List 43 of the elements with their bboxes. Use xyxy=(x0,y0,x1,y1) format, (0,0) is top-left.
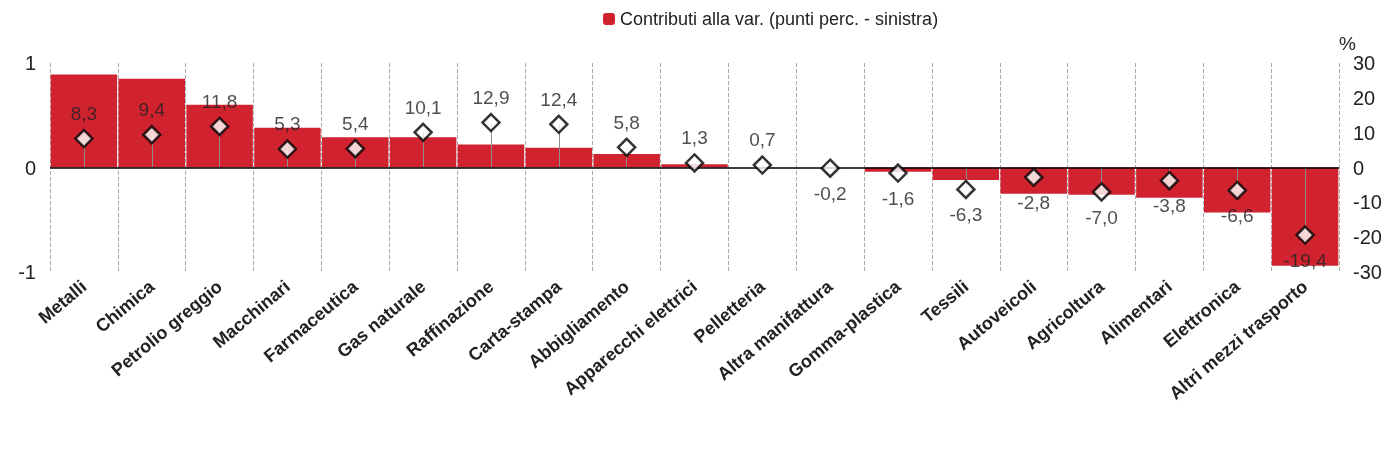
point xyxy=(684,153,705,173)
y2-tick-label: 10 xyxy=(1353,121,1376,144)
point xyxy=(1091,182,1112,202)
point xyxy=(956,179,976,200)
point xyxy=(74,128,94,149)
y2-tick-label: -30 xyxy=(1353,261,1382,283)
legend-label: Contributi alla var. (punti perc. - sinistra) xyxy=(620,9,939,29)
data-label: 12,9 xyxy=(472,86,510,108)
point xyxy=(616,137,637,158)
y2-tick-label: 0 xyxy=(1353,156,1365,179)
data-label: -6,3 xyxy=(949,204,983,226)
y-tick-label: 1 xyxy=(24,52,36,74)
bar xyxy=(50,74,118,168)
data-label: 12,4 xyxy=(540,88,578,110)
y2-tick-label: -10 xyxy=(1353,191,1382,214)
data-label: 1,3 xyxy=(681,127,708,149)
data-label: -7,0 xyxy=(1085,206,1118,228)
point xyxy=(549,114,569,135)
point xyxy=(142,125,162,145)
point xyxy=(820,158,840,178)
point xyxy=(752,155,773,175)
data-label: 9,4 xyxy=(138,99,166,121)
point xyxy=(413,122,433,143)
point xyxy=(1295,225,1315,245)
y-tick-label: -1 xyxy=(18,261,36,283)
data-label: 10,1 xyxy=(404,96,442,118)
data-label: -2,8 xyxy=(1017,192,1051,213)
data-label: -3,8 xyxy=(1153,195,1186,217)
data-label: -19,4 xyxy=(1283,249,1328,271)
data-label: 0,7 xyxy=(749,129,776,151)
y2-tick-label: -20 xyxy=(1353,226,1382,249)
y2-axis-title: % xyxy=(1339,33,1356,55)
data-label: 8,3 xyxy=(70,102,98,124)
y2-tick-label: 30 xyxy=(1353,52,1376,74)
point xyxy=(888,163,908,183)
data-label: 5,8 xyxy=(613,111,640,133)
bar xyxy=(457,144,525,168)
y-tick-label: 0 xyxy=(24,156,36,179)
data-label: 5,4 xyxy=(342,112,369,134)
data-label: -0,2 xyxy=(813,182,847,204)
y2-tick-label: 20 xyxy=(1353,86,1376,109)
point xyxy=(481,112,501,133)
data-label: -1,6 xyxy=(881,187,915,209)
